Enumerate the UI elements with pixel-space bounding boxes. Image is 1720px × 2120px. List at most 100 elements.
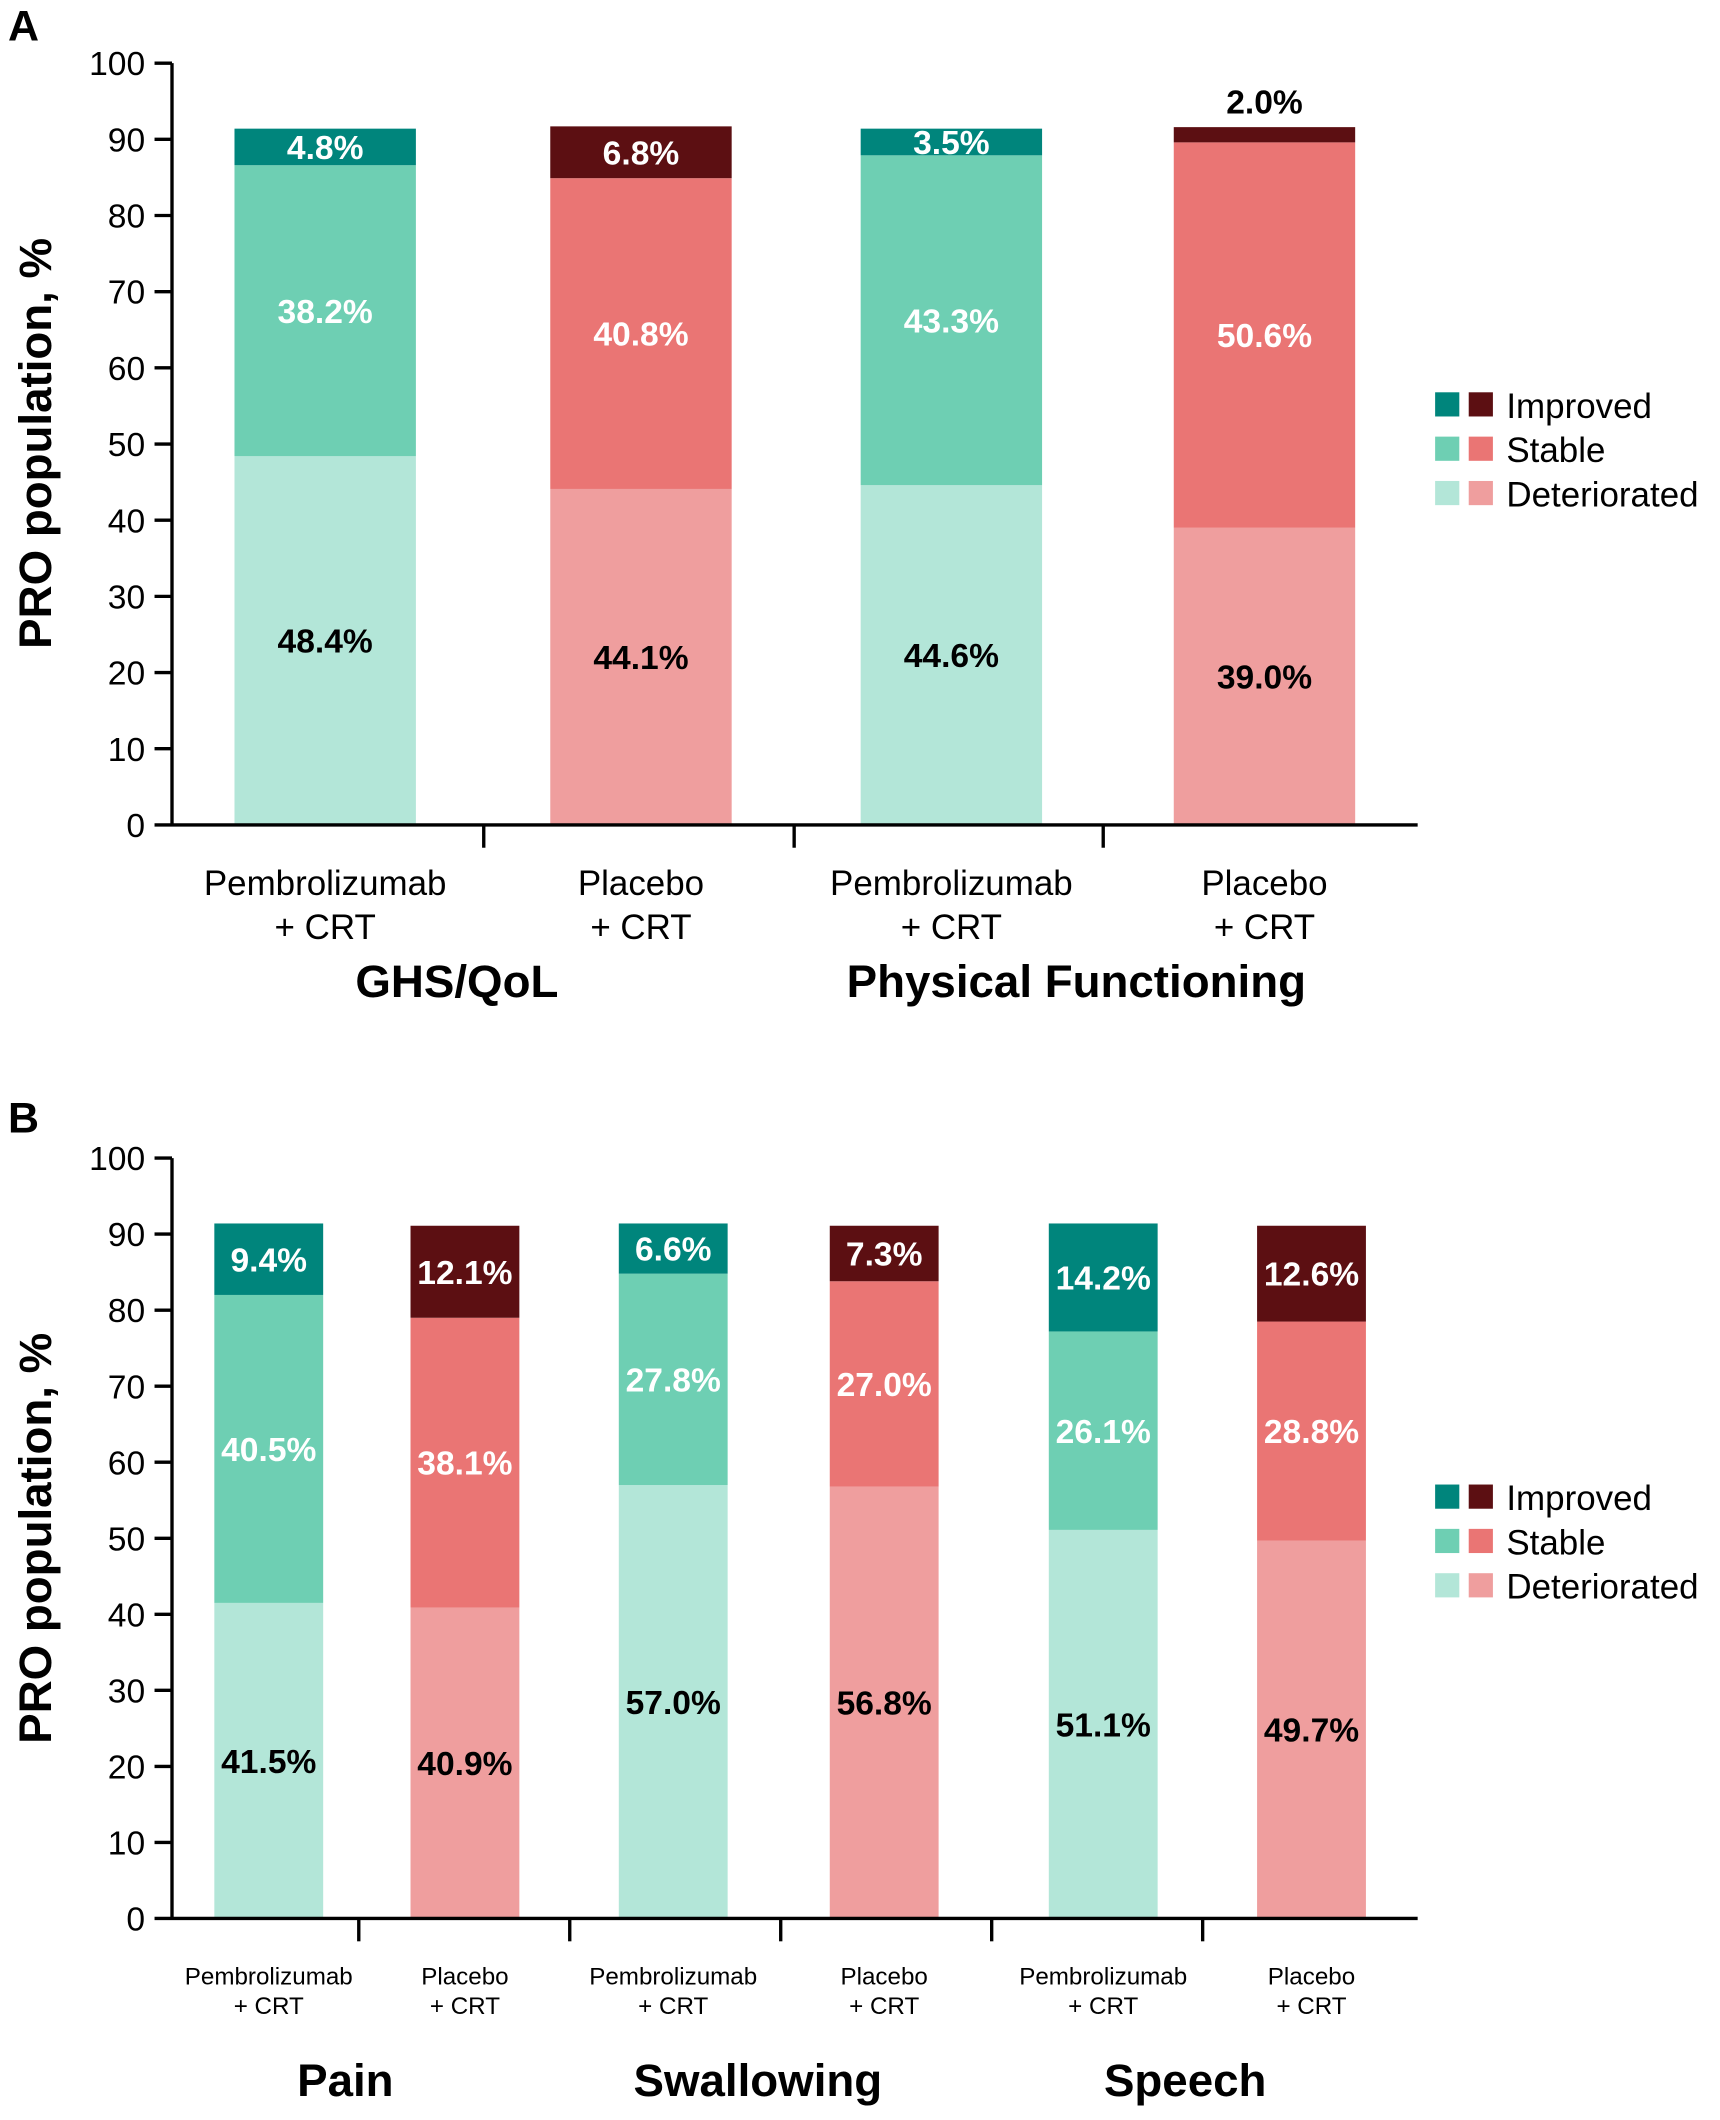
data-label: 38.2% [278, 294, 373, 331]
bar-segment-deteriorated [860, 485, 1043, 825]
bar-segment-deteriorated [829, 1486, 939, 1919]
data-label: 26.1% [1056, 1414, 1151, 1451]
data-label: 4.8% [287, 130, 364, 167]
data-label: 14.2% [1056, 1261, 1151, 1298]
legend-swatch-pembro [1435, 1528, 1460, 1554]
x-category-label: Pembrolizumab [204, 864, 447, 903]
group-label: Speech [1104, 2055, 1266, 2106]
y-tick-label: 30 [108, 579, 145, 616]
legend-swatch-placebo [1468, 1573, 1493, 1598]
y-tick-label: 60 [108, 1445, 145, 1482]
bar-segment-improved [1173, 127, 1356, 143]
legend-swatch-pembro [1435, 1484, 1460, 1509]
data-label: 44.1% [593, 640, 688, 677]
bar-segment-improved [618, 1223, 728, 1274]
data-label: 44.6% [904, 638, 999, 675]
x-category-label: + CRT [590, 908, 691, 947]
data-label: 27.0% [837, 1367, 932, 1404]
group-label: Pain [297, 2055, 393, 2106]
y-tick-label: 90 [108, 122, 145, 159]
y-tick-label: 70 [108, 275, 145, 312]
data-label: 9.4% [230, 1242, 307, 1279]
x-category-label: + CRT [430, 1993, 500, 2020]
group-label: Physical Functioning [847, 956, 1306, 1007]
bar-segment-deteriorated [1257, 1540, 1366, 1919]
bar-segment-stable [410, 1317, 520, 1608]
bar-segment-deteriorated [410, 1607, 520, 1919]
data-label: 48.4% [278, 624, 373, 661]
legend-swatch-pembro [1435, 436, 1460, 461]
y-tick-label: 100 [89, 1141, 145, 1178]
group-label: Swallowing [634, 2055, 883, 2106]
bar-segment-improved [214, 1223, 324, 1295]
legend-swatch-placebo [1468, 480, 1493, 506]
data-label: 7.3% [846, 1237, 923, 1274]
x-category-label: Placebo [1201, 864, 1327, 903]
y-tick-label: 40 [108, 503, 145, 540]
y-tick-label: 100 [89, 46, 145, 83]
data-label: 43.3% [904, 303, 999, 340]
y-tick-label: 20 [108, 1749, 145, 1786]
y-tick-label: 80 [108, 199, 145, 236]
bar-segment-improved [829, 1225, 939, 1282]
x-category-label: Placebo [841, 1963, 928, 1990]
y-tick-label: 70 [108, 1369, 145, 1406]
x-category-label: + CRT [1276, 1993, 1346, 2020]
x-category-label: + CRT [1068, 1993, 1138, 2020]
bar-segment-stable [829, 1281, 939, 1487]
bar-segment-improved [234, 128, 416, 166]
data-label: 2.0% [1226, 85, 1303, 122]
data-label: 50.6% [1217, 318, 1312, 355]
bar-segment-improved [410, 1225, 520, 1318]
bar-segment-deteriorated [234, 456, 416, 825]
y-tick-label: 10 [108, 732, 145, 769]
x-category-label: Pembrolizumab [589, 1963, 757, 1990]
y-axis-label: PRO population, % [10, 1333, 61, 1744]
x-category-label: Pembrolizumab [185, 1963, 353, 1990]
legend-swatch-placebo [1468, 392, 1493, 417]
y-tick-label: 90 [108, 1217, 145, 1254]
y-tick-label: 30 [108, 1673, 145, 1710]
legend-swatch-placebo [1468, 1528, 1493, 1554]
legend-swatch-pembro [1435, 392, 1460, 417]
data-label: 28.8% [1264, 1414, 1359, 1451]
data-label: 39.0% [1217, 659, 1312, 696]
legend-label: Improved [1506, 387, 1652, 426]
data-label: 12.6% [1264, 1257, 1359, 1294]
data-label: 49.7% [1264, 1713, 1359, 1750]
legend-swatch-placebo [1468, 436, 1493, 461]
data-label: 41.5% [221, 1744, 316, 1781]
data-label: 6.6% [635, 1232, 712, 1269]
y-tick-label: 0 [126, 1902, 145, 1939]
bar-segment-stable [214, 1294, 324, 1603]
bar-segment-improved [1048, 1223, 1158, 1332]
legend-swatch-placebo [1468, 1484, 1493, 1509]
legend-swatch-pembro [1435, 480, 1460, 506]
bar-segment-stable [234, 165, 416, 457]
x-category-label: + CRT [638, 1993, 708, 2020]
legend-label: Stable [1506, 1523, 1605, 1562]
x-category-label: Placebo [1268, 1963, 1355, 1990]
panel-label: B [8, 1095, 39, 1143]
group-label: GHS/QoL [355, 956, 558, 1007]
bar-segment-deteriorated [214, 1602, 324, 1919]
x-category-label: Placebo [578, 864, 704, 903]
data-label: 40.8% [593, 317, 688, 354]
bar-segment-deteriorated [550, 488, 732, 825]
x-category-label: + CRT [275, 908, 376, 947]
bar-segment-deteriorated [618, 1485, 728, 1919]
y-tick-label: 80 [108, 1293, 145, 1330]
data-label: 3.5% [913, 125, 990, 162]
x-category-label: + CRT [1214, 908, 1315, 947]
bar-segment-stable [860, 155, 1043, 486]
data-label: 51.1% [1056, 1707, 1151, 1744]
x-category-label: + CRT [849, 1993, 919, 2020]
bar-segment-stable [550, 178, 732, 489]
data-label: 56.8% [837, 1686, 932, 1723]
data-label: 38.1% [417, 1446, 512, 1483]
data-label: 40.5% [221, 1432, 316, 1469]
y-axis-label: PRO population, % [10, 238, 61, 649]
bar-segment-deteriorated [1048, 1529, 1158, 1919]
bar-segment-stable [1173, 142, 1356, 528]
